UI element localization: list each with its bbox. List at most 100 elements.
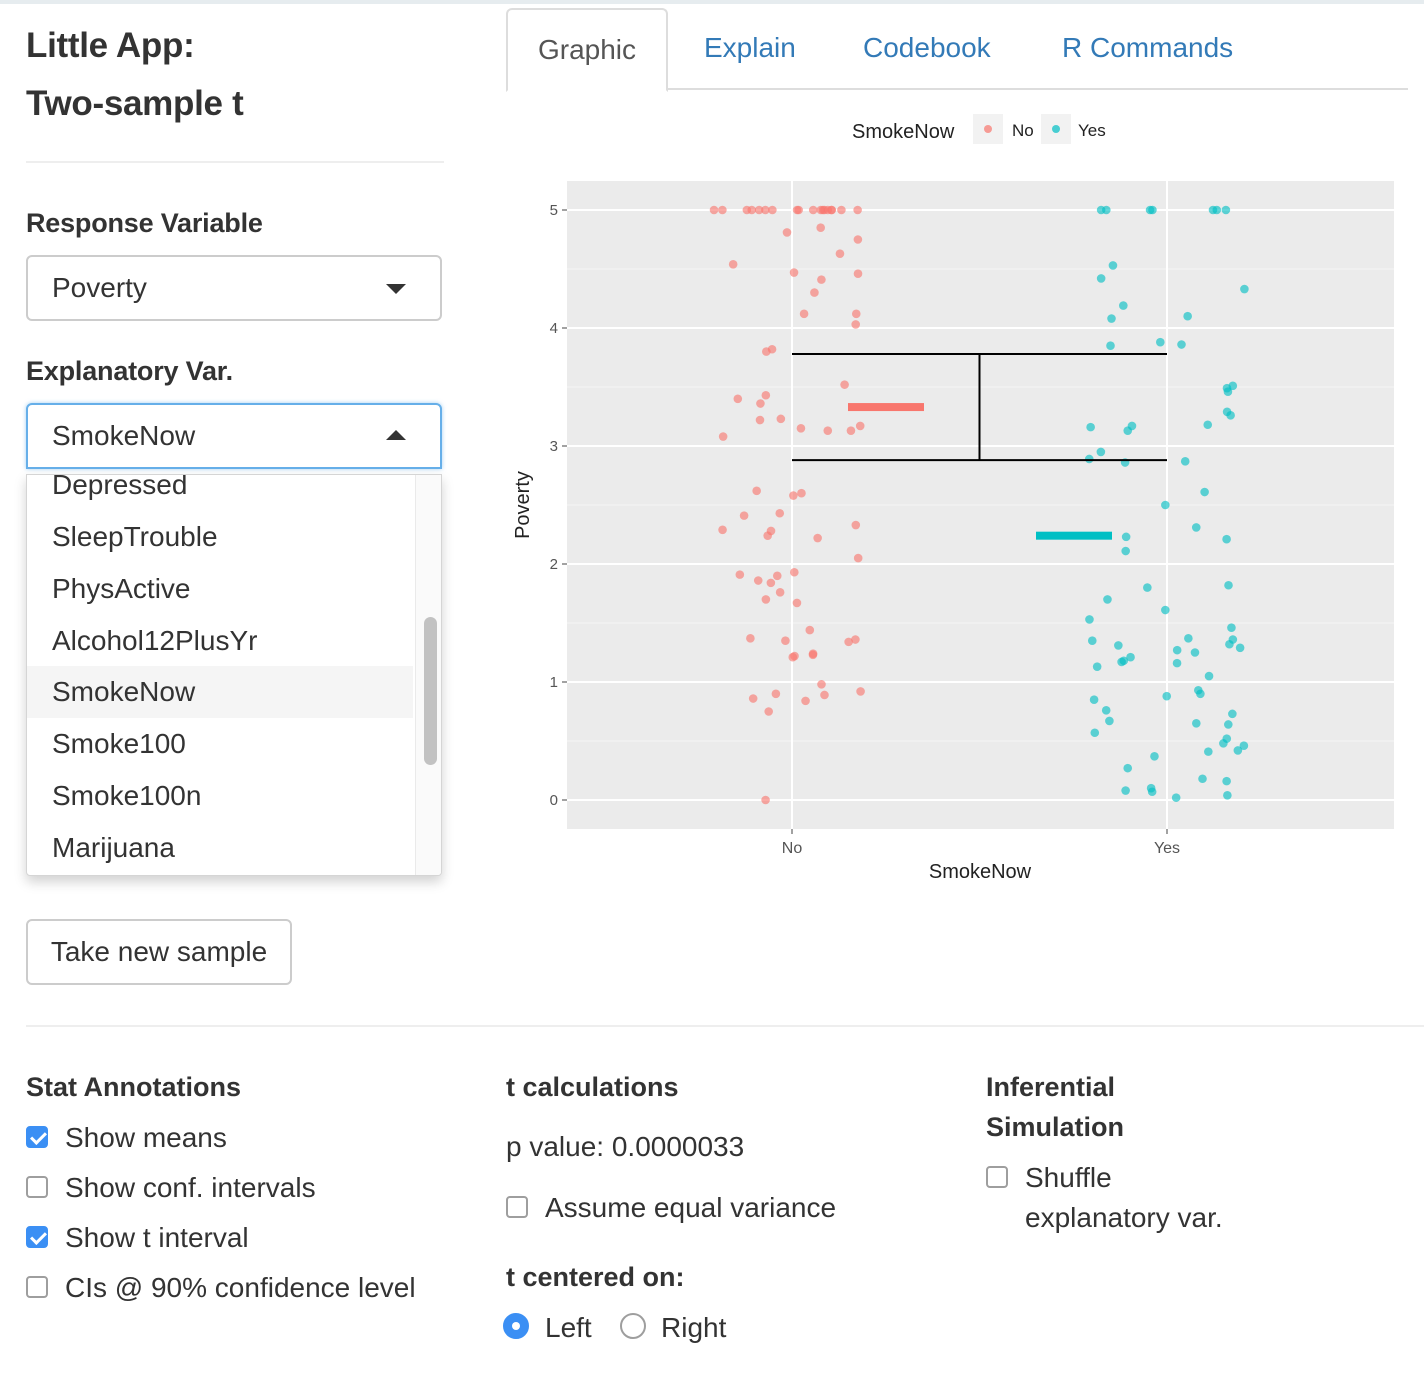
t-centered-on-title: t centered on: bbox=[506, 1262, 685, 1292]
data-point-yes bbox=[1233, 746, 1243, 755]
data-point-yes bbox=[1106, 341, 1115, 350]
data-point-no bbox=[709, 205, 719, 215]
p-value-text: p value: 0.0000033 bbox=[506, 1131, 745, 1162]
show-conf-intervals-checkbox[interactable]: Show conf. intervals bbox=[26, 1171, 316, 1205]
data-point-no bbox=[735, 570, 745, 579]
data-point-no bbox=[766, 578, 776, 588]
data-point-no bbox=[853, 205, 862, 215]
data-point-yes bbox=[1204, 747, 1213, 756]
data-point-no bbox=[835, 249, 845, 258]
checkbox-unchecked[interactable] bbox=[26, 1276, 48, 1298]
data-point-yes bbox=[1092, 662, 1102, 671]
radio-left[interactable] bbox=[503, 1313, 529, 1339]
explanatory-variable-select[interactable]: SmokeNow bbox=[26, 403, 442, 469]
radio-left-label[interactable]: Left bbox=[545, 1312, 592, 1343]
data-point-yes bbox=[1172, 658, 1182, 668]
checkbox-label: CIs @ 90% confidence level bbox=[65, 1272, 416, 1303]
ci-90-confidence-checkbox[interactable]: CIs @ 90% confidence level bbox=[26, 1271, 416, 1305]
show-means-checkbox[interactable]: Show means bbox=[26, 1121, 227, 1155]
dropdown-option[interactable]: Marijuana bbox=[52, 832, 175, 863]
response-variable-label: Response Variable bbox=[26, 208, 263, 238]
y-tick-label: 4 bbox=[550, 320, 558, 337]
data-point-no bbox=[768, 205, 777, 215]
data-point-yes bbox=[1105, 716, 1114, 726]
y-tick-label: 2 bbox=[550, 556, 558, 573]
legend-label-no: No bbox=[1012, 121, 1034, 140]
data-point-yes bbox=[1219, 739, 1228, 748]
data-point-no bbox=[781, 636, 790, 645]
data-point-no bbox=[853, 553, 863, 563]
data-point-no bbox=[794, 205, 803, 215]
data-point-no bbox=[818, 205, 828, 215]
checkbox-unchecked[interactable] bbox=[506, 1196, 528, 1218]
y-tick-label: 3 bbox=[550, 438, 558, 455]
data-point-no bbox=[762, 347, 771, 356]
assume-equal-variance-checkbox[interactable]: Assume equal variance bbox=[506, 1191, 836, 1225]
legend-key-no-point bbox=[984, 125, 992, 133]
dropdown-option[interactable]: SleepTrouble bbox=[52, 521, 218, 552]
x-axis-label: SmokeNow bbox=[929, 861, 1032, 883]
data-point-no bbox=[805, 625, 815, 635]
dropdown-option[interactable]: Depressed bbox=[52, 474, 188, 500]
data-point-no bbox=[772, 571, 782, 581]
data-point-yes bbox=[1198, 774, 1207, 784]
data-point-no bbox=[733, 394, 743, 404]
checkbox-checked[interactable] bbox=[26, 1226, 48, 1248]
data-point-no bbox=[756, 399, 765, 408]
tab-r-commands[interactable]: R Commands bbox=[1062, 32, 1234, 63]
data-point-no bbox=[746, 634, 755, 643]
data-point-no bbox=[808, 205, 818, 215]
checkbox-unchecked[interactable] bbox=[26, 1176, 48, 1198]
dropdown-option[interactable]: Alcohol12PlusYr bbox=[52, 625, 258, 656]
data-point-yes bbox=[1121, 532, 1131, 542]
data-point-no bbox=[764, 707, 773, 716]
radio-right[interactable] bbox=[620, 1313, 646, 1339]
checkbox-label: Show means bbox=[65, 1122, 227, 1153]
data-point-no bbox=[820, 690, 829, 700]
data-point-yes bbox=[1192, 719, 1201, 728]
data-point-yes bbox=[1090, 728, 1100, 738]
dropdown-option[interactable]: Smoke100n bbox=[52, 780, 202, 811]
data-point-no bbox=[837, 205, 846, 215]
response-variable-select[interactable]: Poverty bbox=[26, 255, 442, 321]
data-point-yes bbox=[1107, 314, 1116, 323]
shuffle-explanatory-checkbox[interactable]: Shuffle bbox=[986, 1161, 1112, 1195]
x-tick-label: Yes bbox=[1154, 840, 1180, 857]
data-point-no bbox=[753, 576, 763, 585]
data-point-yes bbox=[1096, 274, 1106, 283]
data-point-no bbox=[851, 309, 861, 319]
checkbox-label: Show conf. intervals bbox=[65, 1172, 316, 1203]
data-point-yes bbox=[1196, 689, 1205, 699]
dropdown-option[interactable]: PhysActive bbox=[52, 573, 191, 604]
dropdown-scrollbar-thumb[interactable] bbox=[424, 617, 437, 765]
show-t-interval-checkbox[interactable]: Show t interval bbox=[26, 1221, 249, 1255]
data-point-yes bbox=[1200, 487, 1209, 497]
data-point-no bbox=[739, 511, 749, 520]
t-centered-radio-group: Left Right bbox=[503, 1311, 743, 1345]
data-point-no bbox=[846, 426, 856, 435]
data-point-yes bbox=[1143, 583, 1152, 592]
checkbox-unchecked[interactable] bbox=[986, 1166, 1008, 1188]
data-point-no bbox=[718, 525, 727, 535]
take-new-sample-button[interactable]: Take new sample bbox=[26, 919, 292, 985]
data-point-no bbox=[718, 432, 728, 441]
explanatory-dropdown-menu[interactable]: Depressed SleepTrouble PhysActive Alcoho… bbox=[26, 474, 442, 876]
data-point-yes bbox=[1226, 411, 1235, 420]
data-point-yes bbox=[1177, 340, 1186, 349]
data-point-yes bbox=[1212, 205, 1222, 215]
data-point-yes bbox=[1228, 709, 1237, 719]
y-axis-label: Poverty bbox=[512, 471, 534, 539]
data-point-no bbox=[752, 486, 761, 496]
x-tick-label: No bbox=[782, 840, 803, 857]
checkbox-checked[interactable] bbox=[26, 1126, 48, 1148]
chevron-down-icon bbox=[386, 284, 406, 294]
dropdown-option-selected[interactable]: SmokeNow bbox=[27, 666, 413, 718]
tab-codebook[interactable]: Codebook bbox=[863, 32, 991, 63]
data-point-no bbox=[782, 228, 792, 237]
dropdown-scrollbar[interactable] bbox=[415, 475, 441, 875]
tab-graphic[interactable]: Graphic bbox=[506, 8, 668, 92]
radio-right-label[interactable]: Right bbox=[661, 1312, 727, 1343]
tab-explain[interactable]: Explain bbox=[704, 32, 796, 63]
dropdown-option[interactable]: Smoke100 bbox=[52, 728, 186, 759]
data-point-no bbox=[789, 268, 799, 277]
